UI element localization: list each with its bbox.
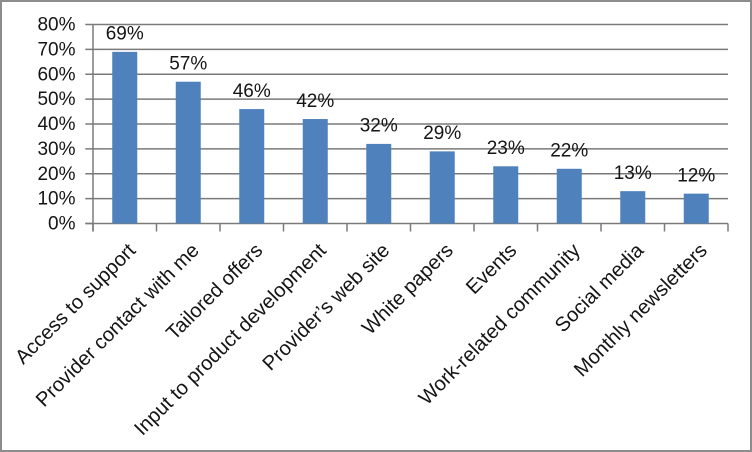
svg-text:40%: 40%: [37, 114, 75, 135]
svg-text:42%: 42%: [296, 90, 334, 111]
svg-text:12%: 12%: [677, 165, 715, 186]
svg-text:10%: 10%: [37, 188, 75, 209]
svg-text:50%: 50%: [37, 89, 75, 110]
svg-text:23%: 23%: [486, 138, 524, 159]
svg-text:70%: 70%: [37, 39, 75, 60]
svg-text:20%: 20%: [37, 163, 75, 184]
svg-text:80%: 80%: [37, 14, 75, 35]
svg-text:29%: 29%: [423, 123, 461, 144]
svg-text:0%: 0%: [48, 213, 76, 234]
svg-text:13%: 13%: [613, 162, 651, 183]
svg-text:57%: 57%: [169, 53, 207, 74]
svg-text:69%: 69%: [105, 23, 143, 44]
svg-text:32%: 32%: [359, 115, 397, 136]
svg-text:46%: 46%: [232, 80, 270, 101]
svg-text:60%: 60%: [37, 64, 75, 85]
svg-text:30%: 30%: [37, 138, 75, 159]
svg-text:22%: 22%: [550, 140, 588, 161]
